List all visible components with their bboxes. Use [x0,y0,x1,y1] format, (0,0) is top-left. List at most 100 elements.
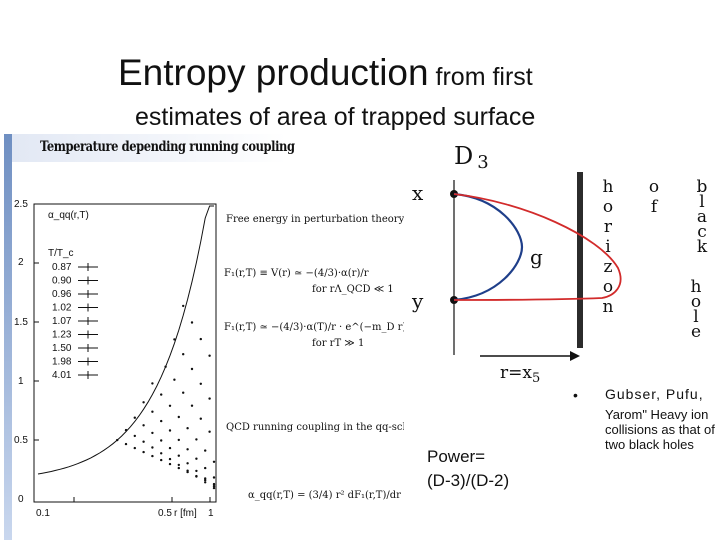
temperature-curve-point [177,438,180,442]
equation-2-condition: for rT ≫ 1 [312,338,364,349]
qcd-caption: QCD running coupling in the qq-scheme [226,422,404,433]
legend-entry: 1.98 [52,357,72,368]
legend-entry: 0.87 [52,262,72,273]
reference-authors: Gubser, Pufu, [605,386,704,402]
legend-entry: 1.07 [52,316,72,327]
temperature-curve-point [195,475,198,478]
temperature-curve-point [177,415,180,419]
temperature-curve-point [182,391,185,394]
reference-bullet: • [573,387,578,403]
r-axis-arrowhead [570,351,580,361]
horizon-label-letter: h [603,177,614,197]
black-label-letter: k [697,237,708,257]
temperature-curve-point [212,476,216,479]
x-tick: r [fm] [174,508,197,519]
title-main-text: Entropy production [118,52,429,93]
temperature-curve-point [182,304,185,308]
temperature-curve-point [133,434,136,438]
free-energy-caption: Free energy in perturbation theory: [226,214,404,225]
horizon-region [574,172,720,348]
horizon-wall [577,172,583,348]
black-label-letter: l [699,192,704,212]
black-label-letter: c [697,222,707,242]
temperature-curve-point [168,462,172,466]
y-tick: 0.5 [14,435,28,446]
black-label-letter: a [697,207,707,227]
x-tick: 1 [208,508,214,519]
temperature-curve-point [168,446,172,450]
temperature-curve-point [186,469,189,472]
temperature-curve-point [182,353,185,356]
temperature-curve-point [186,462,189,465]
y-tick: 1 [18,376,24,387]
x-label: x [412,181,424,205]
temperature-curve-point [151,446,154,449]
black-label-letter: b [697,177,708,197]
temperature-curve-point [133,446,136,450]
plot-frame [33,203,217,503]
legend-entry: 1.50 [52,343,72,354]
slide-subtitle: estimates of area of trapped surface [135,103,536,131]
temperature-curve-point [190,367,194,371]
temperature-curve-point [195,457,198,460]
g-label: g [530,245,543,269]
legend-entry: 1.23 [52,330,72,341]
y-tick: 0 [18,494,24,505]
temperature-curve-point [151,431,154,435]
temperature-curve-point [199,337,202,341]
temperature-curve-point [151,454,154,458]
temperature-curve-point [186,427,189,430]
hole-label-letter: l [693,307,698,327]
temperature-curve-point [142,450,145,454]
title-tail-text: from first [428,63,533,91]
legend-entry: 0.90 [52,276,72,287]
of-label-letter: o [649,177,659,197]
y-label: y [411,289,424,313]
slide-title: Entropy production from first [118,52,533,94]
temperature-curve-point [195,469,198,473]
temperature-curve-point [177,466,180,470]
temperature-curve-point [204,466,207,470]
hole-label-letter: o [691,292,701,312]
temperature-curve-point [124,442,128,446]
temperature-curve-point [212,484,216,488]
temperature-curve-point [199,417,202,420]
temperature-curve-point [195,438,198,441]
horizon-label-letter: r [604,217,613,237]
temperature-curve-point [160,452,163,455]
coupling-plot: α_qq(r,T) 2.5 2 1.5 1 0.5 0 0.1 0.5 r [f… [14,199,404,519]
temperature-curve-point [199,382,202,385]
temperature-curve-point [151,410,154,413]
temperature-curve-point [208,430,211,433]
temperature-curve-point [208,354,211,357]
y-tick: 1.5 [14,317,28,328]
y-tick: 2.5 [14,199,28,210]
coupling-curves [37,205,216,490]
figure-header: Temperature depending running coupling [12,134,404,162]
temperature-curve-point [142,424,145,427]
legend-entry: 1.02 [52,303,72,314]
temperature-curve-point [168,429,172,432]
temperature-curve-point [164,365,167,368]
temperature-curve-point [177,454,180,457]
blue-geodesic [453,192,524,302]
legend-entry: 4.01 [52,370,72,381]
temperature-curve-point [116,438,119,442]
temperature-curve-point [168,404,172,407]
temperature-curve-point [160,439,163,442]
temperature-curve-point [173,378,176,381]
horizon-label-letter: o [603,197,613,217]
legend: 0.87 0.90 0.96 1.02 1.07 1.23 1.50 1.98 4.01 [52,262,98,381]
hole-label-letter: h [691,277,702,297]
temperature-curve-point [160,419,163,423]
horizon-label-letter: o [603,277,613,297]
power-expression: (D-3)/(D-2) [427,471,510,490]
temperature-curve-point [160,458,163,462]
horizon-label-letter: i [605,237,611,257]
temperature-curve-point [186,448,189,451]
temperature-curve-point [151,382,154,385]
temperature-curve-point [142,401,145,404]
temperature-curve-point [177,463,180,467]
equation-1: F₁(r,T) ≡ V(r) ≃ −(4/3)·α(r)/r [224,268,369,279]
